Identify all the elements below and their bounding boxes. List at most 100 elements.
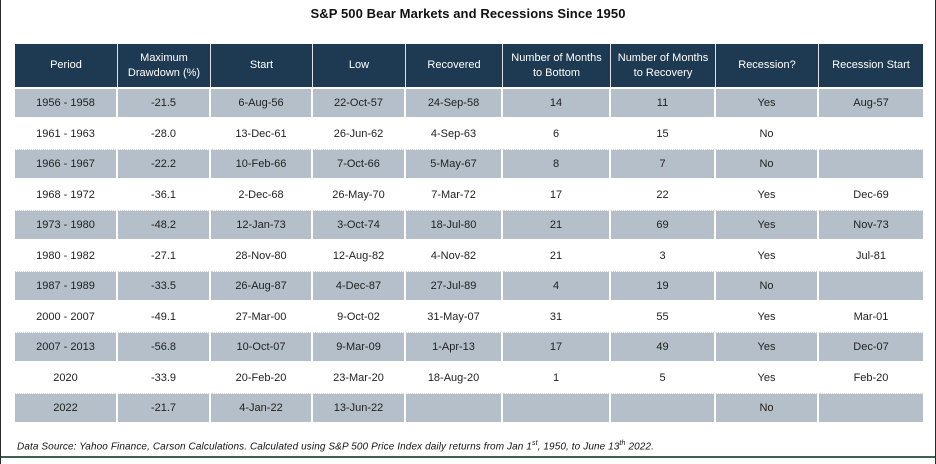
table-cell: 2007 - 2013 [15,333,118,363]
table-cell: -21.5 [118,89,211,119]
table-cell: 1961 - 1963 [15,119,118,150]
table-cell: 13-Dec-61 [211,119,313,150]
table-cell: 26-Jun-62 [313,119,406,150]
table-cell: -49.1 [118,302,211,333]
footer-note: Data Source: Yahoo Finance, Carson Calcu… [17,440,654,452]
table-cell: 19 [611,272,716,302]
table-cell: 8 [503,150,611,180]
table-cell: 28-Nov-80 [211,241,313,272]
footer-text-2: , 1950, to June 13 [537,441,620,453]
table-cell: 17 [503,333,611,363]
table-cell [406,394,503,424]
table-cell: 12-Aug-82 [313,241,406,272]
table-cell: No [716,272,819,302]
table-cell: Yes [716,363,819,394]
column-header: Number of Months to Bottom [503,44,611,89]
table-cell: 1 [503,363,611,394]
table-cell: Yes [716,333,819,363]
table-cell: 20-Feb-20 [211,363,313,394]
table-cell: 2000 - 2007 [15,302,118,333]
table-cell: -48.2 [118,211,211,241]
table-row: 1968 - 1972 -36.1 2-Dec-68 26-May-70 7-Mar-7… [15,180,923,211]
column-header: Maximum Drawdown (%) [118,44,211,89]
table-cell: Aug-57 [819,89,923,119]
table-cell: 27-Jul-89 [406,272,503,302]
footer-sup-1: st [531,440,538,447]
table-cell: 26-May-70 [313,180,406,211]
table-row: 1961 - 1963 -28.0 13-Dec-61 26-Jun-62 4-Sep-… [15,119,923,150]
table-cell: 1968 - 1972 [15,180,118,211]
table-cell: 14 [503,89,611,119]
table-cell: -56.8 [118,333,211,363]
footer-text-3: 2022. [625,441,654,453]
table-row: 2022 -21.7 4-Jan-22 13-Jun-22 No [15,394,923,424]
column-header: Low [313,44,406,89]
table-cell: Dec-07 [819,333,923,363]
table-cell: 18-Jul-80 [406,211,503,241]
table-header: Period Maximum Drawdown (%) Start Low Recove… [15,44,923,89]
table-cell: Yes [716,241,819,272]
table-cell: 4-Sep-63 [406,119,503,150]
bottom-rule [1,456,935,458]
column-header: Period [15,44,118,89]
page-title: S&P 500 Bear Markets and Recessions Sinc… [310,6,626,21]
table-cell: 5 [611,363,716,394]
table-cell: 23-Mar-20 [313,363,406,394]
table-cell: Jul-81 [819,241,923,272]
table-cell: No [716,150,819,180]
table-cell: 7-Mar-72 [406,180,503,211]
table-cell [819,119,923,150]
table-cell: 55 [611,302,716,333]
table-cell: 17 [503,180,611,211]
table-cell: 21 [503,211,611,241]
table-cell: 7 [611,150,716,180]
table-cell: Nov-73 [819,211,923,241]
table-cell: 1-Apr-13 [406,333,503,363]
footer-text-1: Data Source: Yahoo Finance, Carson Calcu… [17,441,532,453]
table-cell: -33.5 [118,272,211,302]
table-cell: -27.1 [118,241,211,272]
table-cell: 1987 - 1989 [15,272,118,302]
table-cell: 10-Feb-66 [211,150,313,180]
table-cell: Mar-01 [819,302,923,333]
table-cell: 9-Mar-09 [313,333,406,363]
table-header-row: Period Maximum Drawdown (%) Start Low Recove… [15,44,923,89]
column-header: Recession? [716,44,819,89]
column-header: Recession Start [819,44,923,89]
table-cell: 12-Jan-73 [211,211,313,241]
table-cell: 6 [503,119,611,150]
table-cell: 4-Jan-22 [211,394,313,424]
table-row: 2020 -33.9 20-Feb-20 23-Mar-20 18-Aug-20 1 5 Ye… [15,363,923,394]
table-cell: 1973 - 1980 [15,211,118,241]
table-cell: 1966 - 1967 [15,150,118,180]
table-cell: -21.7 [118,394,211,424]
table-cell: 4-Dec-87 [313,272,406,302]
table-cell: Yes [716,89,819,119]
table-cell: 3-Oct-74 [313,211,406,241]
table-cell: 10-Oct-07 [211,333,313,363]
table-cell: 13-Jun-22 [313,394,406,424]
table-cell [611,394,716,424]
table-row: 1987 - 1989 -33.5 26-Aug-87 4-Dec-87 27-Jul-… [15,272,923,302]
table-cell: 49 [611,333,716,363]
table-cell: 2-Dec-68 [211,180,313,211]
table-cell: 22 [611,180,716,211]
table-row: 2000 - 2007 -49.1 27-Mar-00 9-Oct-02 31-May-… [15,302,923,333]
table-row: 2007 - 2013 -56.8 10-Oct-07 9-Mar-09 1-Apr-1… [15,333,923,363]
table-cell: 1980 - 1982 [15,241,118,272]
table-cell: Feb-20 [819,363,923,394]
column-header: Number of Months to Recovery [611,44,716,89]
column-header: Recovered [406,44,503,89]
table-cell: 22-Oct-57 [313,89,406,119]
column-header: Start [211,44,313,89]
table-cell [819,150,923,180]
table-cell: Yes [716,211,819,241]
bear-markets-table: Period Maximum Drawdown (%) Start Low Recove… [15,44,923,424]
footer-sup-2: th [619,440,626,447]
table-cell: 2022 [15,394,118,424]
table-cell: -22.2 [118,150,211,180]
table-cell: -28.0 [118,119,211,150]
table-cell: 21 [503,241,611,272]
table-row: 1966 - 1967 -22.2 10-Feb-66 7-Oct-66 5-May-6… [15,150,923,180]
table-cell: 7-Oct-66 [313,150,406,180]
